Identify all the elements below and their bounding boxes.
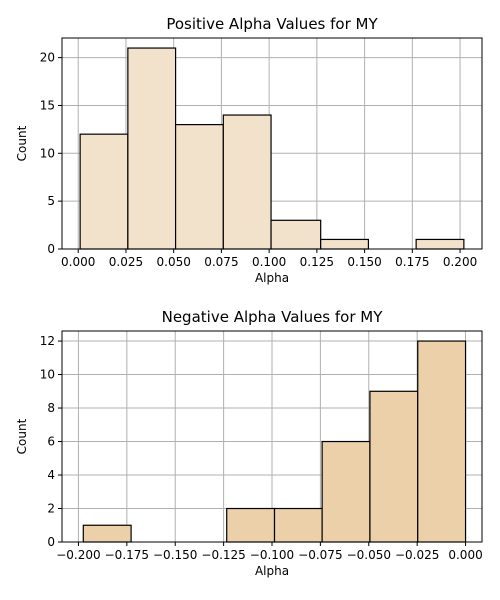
y-tick-label: 0	[47, 242, 55, 256]
x-tick-label: −0.125	[201, 548, 245, 562]
x-tick-label: −0.050	[347, 548, 391, 562]
histogram-bar	[79, 133, 129, 250]
positive-alpha-histogram: 0.000 0.025 0.050 0.075 0.100 0.125 0.150 0.175…	[15, 15, 483, 285]
x-tick-label: 0.075	[204, 255, 238, 269]
y-tick-label: 10	[40, 368, 55, 382]
x-tick-label: −0.025	[395, 548, 439, 562]
histogram-bar	[320, 238, 370, 250]
x-tick-label: −0.175	[105, 548, 149, 562]
y-tick-label: 6	[47, 435, 55, 449]
y-tick-label: 4	[47, 468, 55, 482]
y-tick-label: 2	[47, 502, 55, 516]
plot-frame	[61, 37, 483, 250]
y-tick-label: 10	[40, 146, 55, 160]
histogram-bar	[174, 124, 224, 250]
y-tick-label: 0	[47, 535, 55, 549]
histogram-bar	[415, 238, 465, 250]
histogram-bar	[270, 219, 322, 250]
histogram-bar	[417, 340, 467, 543]
axes-spines	[61, 37, 483, 250]
x-tick-label: 0.025	[109, 255, 143, 269]
histogram-bar	[273, 507, 323, 543]
x-tick-label: 0.200	[443, 255, 477, 269]
bars	[79, 47, 465, 250]
x-tick-label: 0.100	[252, 255, 286, 269]
x-tick-label: 0.125	[300, 255, 334, 269]
y-tick-label: 8	[47, 401, 55, 415]
x-axis-label: Alpha	[255, 271, 289, 285]
y-tick-label: 15	[40, 98, 55, 112]
histogram-bar	[369, 390, 419, 543]
y-axis-label: Count	[15, 418, 29, 454]
x-tick-label: 0.000	[448, 548, 482, 562]
x-tick-label: 0.000	[61, 255, 95, 269]
x-tick-label: 0.175	[395, 255, 429, 269]
y-tick-label: 5	[47, 194, 55, 208]
x-axis-label: Alpha	[255, 564, 289, 578]
y-tick-label: 20	[40, 51, 55, 65]
ticks: 0.000 0.025 0.050 0.075 0.100 0.125 0.150 0.175…	[40, 51, 478, 269]
x-tick-label: −0.075	[298, 548, 342, 562]
chart-title: Positive Alpha Values for MY	[166, 15, 378, 33]
y-axis-label: Count	[15, 125, 29, 161]
ticks: −0.200 −0.175 −0.150 −0.125 −0.100 −0.075 −0.0…	[40, 334, 483, 562]
x-tick-label: −0.150	[153, 548, 197, 562]
x-tick-label: −0.100	[250, 548, 294, 562]
histogram-bar	[82, 524, 132, 543]
x-tick-label: −0.200	[56, 548, 100, 562]
histogram-bar	[222, 114, 272, 250]
x-tick-label: 0.050	[157, 255, 191, 269]
chart-title: Negative Alpha Values for MY	[162, 308, 384, 326]
negative-alpha-histogram: −0.200 −0.175 −0.150 −0.125 −0.100 −0.075 −0.0…	[15, 308, 483, 578]
x-tick-label: 0.150	[347, 255, 381, 269]
histogram-bar	[226, 507, 276, 543]
y-tick-label: 12	[40, 334, 55, 348]
histogram-bar	[127, 47, 177, 250]
histogram-bar	[321, 440, 371, 543]
